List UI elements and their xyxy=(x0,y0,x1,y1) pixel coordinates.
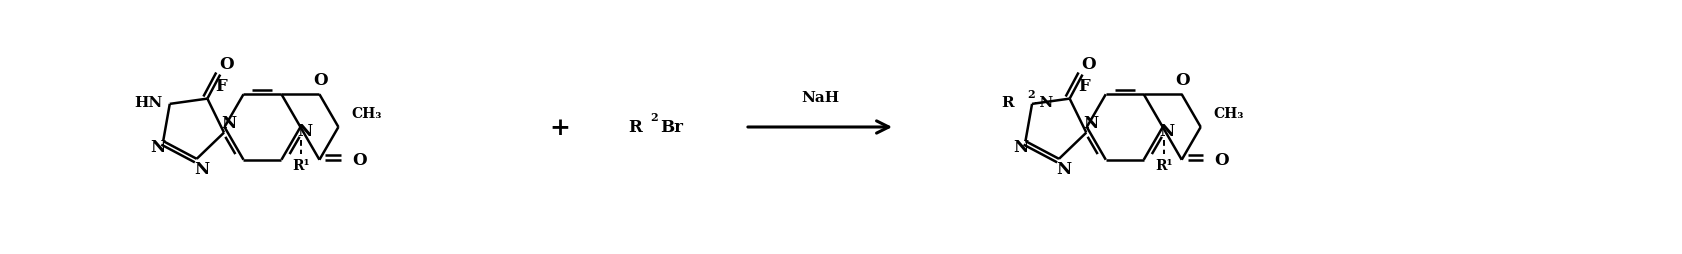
Text: O: O xyxy=(353,152,367,169)
Text: N: N xyxy=(193,161,209,178)
Text: N: N xyxy=(151,138,167,155)
Text: F: F xyxy=(215,77,227,94)
Text: O: O xyxy=(1176,72,1191,88)
Text: Br: Br xyxy=(661,119,683,136)
Text: NaH: NaH xyxy=(801,91,839,105)
Text: N: N xyxy=(1013,138,1028,155)
Text: CH₃: CH₃ xyxy=(1213,107,1245,121)
Text: O: O xyxy=(1214,152,1230,169)
Text: +: + xyxy=(550,116,570,139)
Text: -N: -N xyxy=(1033,96,1053,109)
Text: R: R xyxy=(1001,96,1014,109)
Text: R¹: R¹ xyxy=(293,158,309,172)
Text: N: N xyxy=(298,123,311,140)
Text: O: O xyxy=(1082,55,1097,72)
Text: 2: 2 xyxy=(1028,89,1034,100)
Text: N: N xyxy=(1056,161,1071,178)
Text: N: N xyxy=(1159,123,1174,140)
Text: HN: HN xyxy=(135,96,163,109)
Text: 2: 2 xyxy=(651,111,658,122)
Text: N: N xyxy=(220,114,235,131)
Text: F: F xyxy=(1078,77,1090,94)
Text: CH₃: CH₃ xyxy=(352,107,382,121)
Text: R¹: R¹ xyxy=(1156,158,1172,172)
Text: R: R xyxy=(629,119,643,136)
Text: N: N xyxy=(1083,114,1098,131)
Text: O: O xyxy=(219,55,234,72)
Text: O: O xyxy=(313,72,328,88)
